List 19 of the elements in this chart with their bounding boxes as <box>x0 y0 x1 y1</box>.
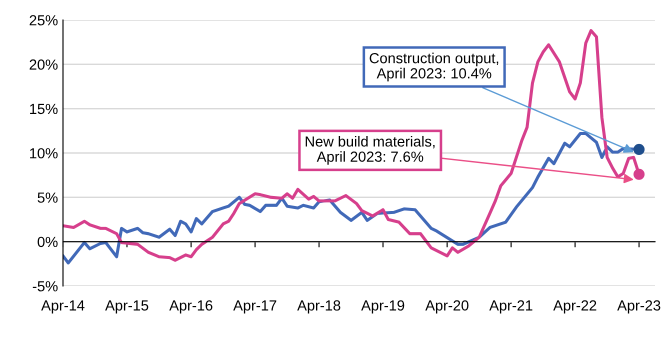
x-tick-label: Apr-14 <box>41 300 84 314</box>
y-tick-label: 15% <box>30 104 58 114</box>
y-tick-label: 10% <box>30 148 58 158</box>
x-tick-label: Apr-19 <box>361 300 404 314</box>
x-tick-label: Apr-21 <box>489 300 532 314</box>
x-tick-label: Apr-20 <box>425 300 468 314</box>
x-tick-label: Apr-18 <box>297 300 340 314</box>
y-tick-label: 0% <box>38 236 58 248</box>
annotation: Construction output, April 2023: 10.4% <box>370 52 498 82</box>
y-tick-label: 20% <box>30 59 58 70</box>
x-tick-label: Apr-16 <box>169 300 212 314</box>
y-tick-label: 25% <box>30 15 58 26</box>
x-tick-label: Apr-22 <box>553 300 596 314</box>
y-tick-label: 5% <box>38 192 58 203</box>
x-tick-label: Apr-17 <box>233 300 276 314</box>
x-tick-label: Apr-23 <box>617 300 660 314</box>
annotation: New build materials, April 2023: 7.6% <box>306 136 435 165</box>
x-tick-label: Apr-15 <box>105 300 148 314</box>
y-tick-label: -5% <box>32 281 58 292</box>
